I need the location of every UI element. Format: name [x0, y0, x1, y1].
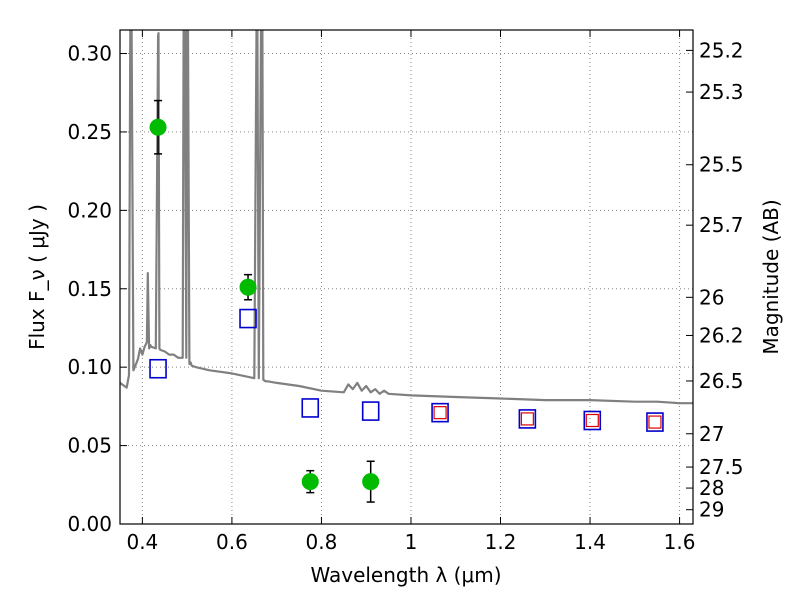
y-tick-label: 0.15: [67, 277, 112, 301]
x-tick-label: 1.2: [485, 530, 517, 554]
grid-layer: [120, 30, 693, 525]
y-tick-label: 0.05: [67, 434, 112, 458]
y2-tick-label: 29: [699, 498, 724, 522]
x-tick-label: 1: [405, 530, 418, 554]
plot-frame: [119, 29, 694, 525]
y-axis-label: Flux F_ν ( μJy ): [25, 204, 49, 350]
y-tick-label: 0.00: [67, 512, 112, 536]
y2-tick-label: 28: [699, 476, 724, 500]
y-tick-label: 0.25: [67, 120, 112, 144]
y-tick-label: 0.20: [67, 198, 112, 222]
model-square-point: [301, 398, 320, 418]
y-tick-label: 0.10: [67, 355, 112, 379]
observed-point: [362, 473, 380, 491]
model-small-square-point: [648, 415, 662, 429]
model-square-point: [239, 308, 257, 329]
y-tick-label: 0.30: [67, 42, 112, 66]
y2-tick-label: 25.7: [699, 213, 744, 237]
model-small-square-point: [433, 406, 447, 420]
x-tick-label: 0.4: [126, 530, 158, 554]
y2-tick-label: 26.2: [699, 323, 744, 347]
y2-tick-label: 27: [699, 422, 724, 446]
template-spectrum-line: [120, 30, 693, 405]
model-square-point: [646, 412, 664, 432]
x-tick-label: 1.6: [664, 530, 696, 554]
y2-tick-label: 25.5: [699, 153, 744, 177]
tick-layer: 0.4 0.6 0.8 1 1.2 1.4 1.6 0.00 0.05 0.10 0.15 0.20 0…: [67, 30, 744, 554]
observed-point: [301, 473, 319, 491]
model-square-point: [583, 410, 602, 431]
x-tick-label: 0.6: [216, 530, 248, 554]
y2-tick-label: 26: [699, 285, 724, 309]
model-square-point: [361, 401, 380, 421]
model-square-point: [149, 358, 167, 379]
model-square-point: [431, 402, 449, 423]
observed-point: [149, 118, 167, 136]
x-tick-label: 0.8: [306, 530, 338, 554]
observed-point: [239, 278, 257, 296]
y2-tick-label: 25.2: [699, 38, 744, 62]
model-small-square-point: [520, 412, 534, 426]
y2-tick-label: 27.5: [699, 455, 744, 479]
y2-tick-label: 25.3: [699, 80, 744, 104]
plot-layer: [120, 30, 693, 503]
model-square-point: [518, 409, 537, 429]
x-axis-label: Wavelength λ (μm): [310, 563, 501, 587]
y2-tick-label: 26.5: [699, 369, 744, 393]
model-small-square-point: [585, 413, 599, 428]
y2-axis-label: Magnitude (AB): [759, 199, 783, 354]
x-tick-label: 1.4: [574, 530, 606, 554]
